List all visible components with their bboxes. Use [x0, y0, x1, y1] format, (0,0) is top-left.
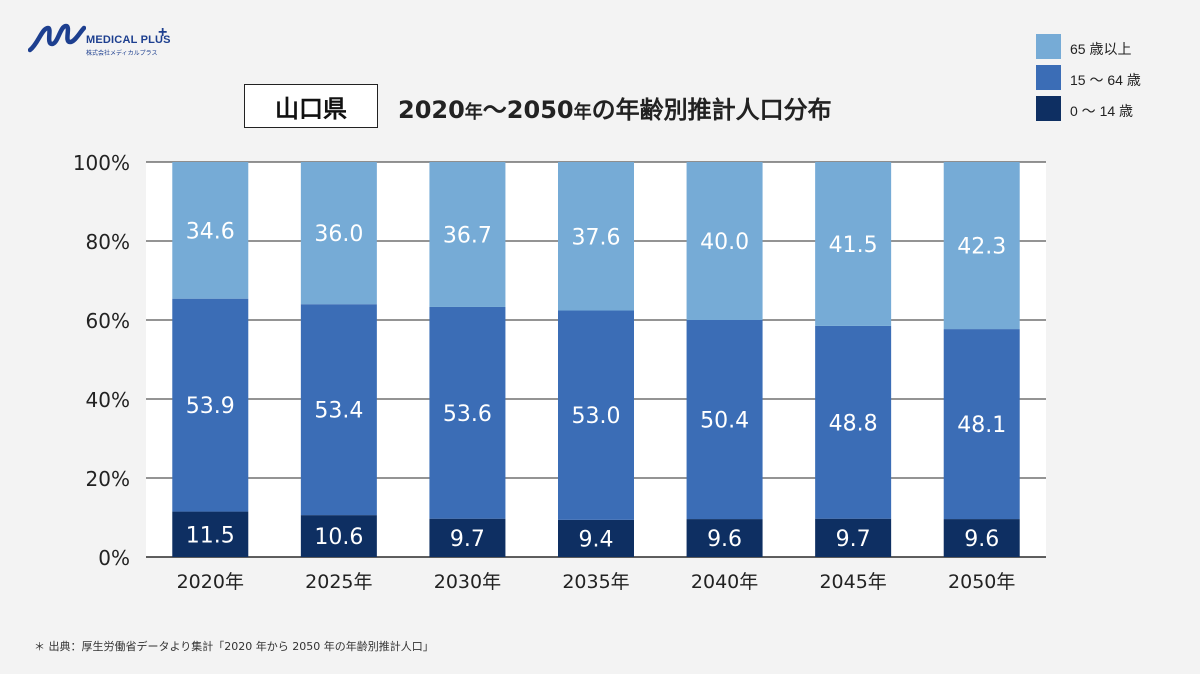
- y-tick-label: 20%: [86, 467, 130, 491]
- legend-swatch: [1036, 65, 1061, 90]
- x-tick-label: 2045年: [819, 571, 886, 593]
- x-tick-label: 2035年: [562, 571, 629, 593]
- legend-label: 15 〜 64 歳: [1070, 72, 1141, 88]
- bar-segment: [429, 306, 506, 519]
- legend-swatch: [1036, 34, 1061, 59]
- bar-value-label: 53.9: [186, 394, 235, 419]
- bar-value-label: 41.5: [829, 233, 878, 258]
- bar-value-label: 40.0: [700, 230, 749, 255]
- bar-value-label: 9.6: [707, 527, 742, 552]
- y-tick-label: 80%: [86, 230, 130, 254]
- bar-segment: [943, 329, 1020, 520]
- x-tick-label: 2050年: [948, 571, 1015, 593]
- bar-value-label: 53.6: [443, 402, 492, 427]
- bar-segment: [300, 515, 377, 557]
- source-footnote: ＊ 出典：厚生労働省データより集計「2020 年から 2050 年の年齢別推計人…: [34, 640, 434, 653]
- legend-label: 0 〜 14 歳: [1070, 103, 1134, 119]
- bar-segment: [300, 304, 377, 516]
- logo-brand: MEDICAL PLUS: [86, 34, 171, 46]
- bar-segment: [300, 162, 377, 305]
- bar-value-label: 50.4: [700, 409, 749, 434]
- bar-value-label: 9.7: [836, 527, 871, 552]
- bar-value-label: 48.1: [957, 413, 1006, 438]
- title-year-start-suffix: 年: [464, 102, 483, 123]
- bar-segment: [429, 518, 506, 557]
- logo-mark-icon: [28, 23, 86, 53]
- y-tick-label: 0%: [98, 546, 130, 570]
- bar-segment: [558, 519, 634, 557]
- y-tick-label: 60%: [86, 309, 130, 333]
- logo-company: 株式会社メディカルプラス: [86, 50, 158, 57]
- x-tick-label: 2025年: [305, 571, 372, 593]
- bar-segment: [558, 310, 634, 520]
- bar-value-label: 9.7: [450, 527, 485, 552]
- bar-segment: [686, 519, 763, 557]
- bar-segment: [943, 519, 1020, 557]
- bar-value-label: 53.0: [572, 404, 621, 429]
- bar-segment: [686, 162, 763, 320]
- bar-value-label: 42.3: [957, 235, 1006, 260]
- bar-value-label: 48.8: [829, 411, 878, 436]
- medical-plus-logo: MEDICAL PLUS + 株式会社メディカルプラス: [28, 22, 178, 58]
- legend-label: 65 歳以上: [1070, 41, 1132, 57]
- bar-value-label: 9.6: [964, 527, 999, 552]
- bar-value-label: 36.0: [314, 222, 363, 247]
- title-year-end-suffix: 年: [573, 102, 592, 123]
- bar-value-label: 36.7: [443, 223, 492, 248]
- bar-segment: [172, 162, 249, 299]
- bar-segment: [558, 162, 634, 311]
- x-tick-label: 2030年: [434, 571, 501, 593]
- title-year-start: 2020: [398, 96, 465, 124]
- region-label: 山口県: [244, 84, 378, 128]
- bar-segment: [429, 162, 506, 307]
- bar-segment: [815, 162, 892, 326]
- bar-segment: [943, 162, 1020, 330]
- x-tick-label: 2020年: [177, 571, 244, 593]
- bar-segment: [815, 518, 892, 557]
- bar-value-label: 11.5: [186, 523, 235, 548]
- legend-swatch: [1036, 96, 1061, 121]
- y-tick-label: 40%: [86, 388, 130, 412]
- bar-value-label: 10.6: [314, 525, 363, 550]
- title-year-end: 2050: [506, 96, 574, 124]
- bar-segment: [686, 320, 763, 520]
- bar-value-label: 34.6: [186, 219, 235, 244]
- x-tick-label: 2040年: [691, 571, 758, 593]
- chart-title: 2020年〜2050年の年齢別推計人口分布: [398, 90, 832, 125]
- bar-segment: [172, 298, 249, 512]
- title-tilde: 〜: [482, 96, 507, 124]
- bar-value-label: 9.4: [579, 527, 614, 552]
- bar-segment: [815, 325, 892, 519]
- y-tick-label: 100%: [73, 151, 130, 175]
- bar-segment: [172, 511, 249, 557]
- logo-plus: +: [158, 24, 168, 41]
- bar-value-label: 53.4: [314, 399, 363, 424]
- title-rest: の年齢別推計人口分布: [591, 96, 832, 124]
- bar-value-label: 37.6: [572, 225, 621, 250]
